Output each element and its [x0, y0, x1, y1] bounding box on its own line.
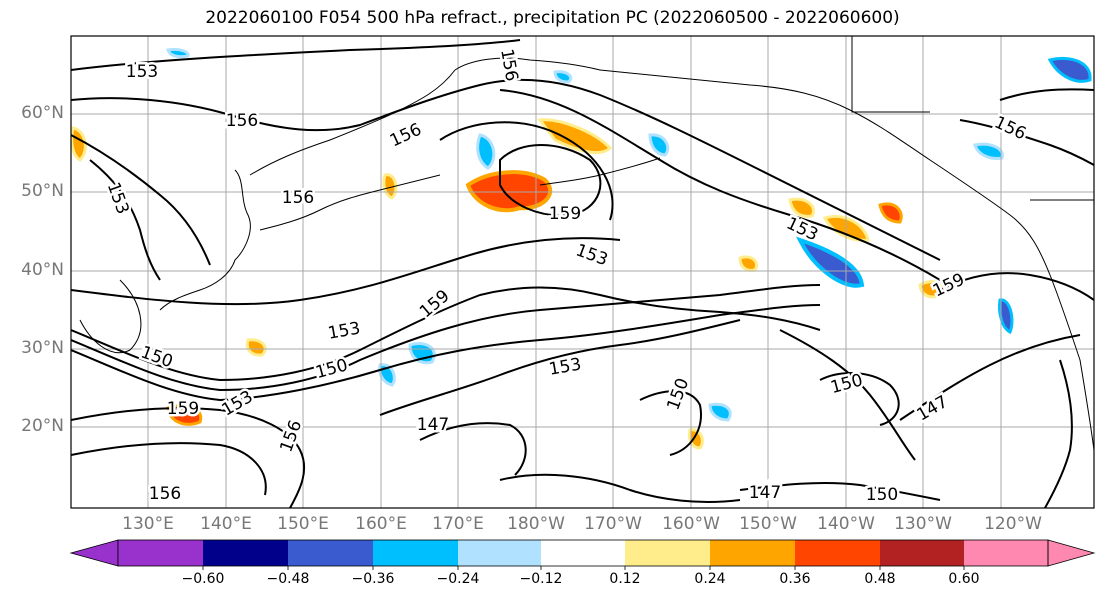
lon-label: 150°W [739, 514, 797, 534]
refractivity-contours [71, 39, 1094, 508]
contour-label: 159 [416, 286, 454, 322]
precip-blob [878, 202, 903, 224]
colorbar-tick-label: 0.60 [948, 571, 980, 587]
lon-label: 160°E [355, 514, 407, 534]
colorbar-tick-label: −0.60 [181, 571, 225, 587]
colorbar [69, 539, 1096, 570]
colorbar-segment [458, 540, 541, 566]
colorbar-segment [880, 540, 964, 566]
precip-blob [738, 255, 758, 272]
precip-blob [648, 133, 670, 157]
colorbar-segment [203, 540, 288, 566]
contour-label: 159 [167, 399, 199, 419]
precip-blob [788, 197, 815, 218]
lat-label: 60°N [21, 103, 64, 123]
map-frame [70, 35, 1095, 509]
contour-label: 156 [387, 120, 425, 152]
colorbar-extend-high [1047, 539, 1096, 567]
contour-label: 147 [749, 483, 781, 503]
contour-label: 153 [103, 180, 133, 217]
precip-blob [465, 170, 553, 213]
lon-label: 170°E [432, 514, 484, 534]
colorbar-segment [373, 540, 458, 566]
precip-blob [796, 236, 865, 288]
lon-label: 140°E [200, 514, 252, 534]
contour-label: 159 [930, 270, 968, 302]
colorbar-tick-label: −0.24 [436, 571, 480, 587]
contour-label: 153 [126, 62, 158, 82]
colorbar-segment [288, 540, 373, 566]
lon-label: 130°W [894, 514, 952, 534]
precip-blob [166, 404, 203, 426]
contour-label: 156 [276, 418, 306, 455]
lon-label: 160°W [662, 514, 720, 534]
colorbar-segment [710, 540, 795, 566]
contour-label: 156 [496, 47, 521, 82]
colorbar-tick-label: 0.48 [864, 571, 896, 587]
precip-blob [973, 142, 1004, 160]
precip-blob [553, 70, 573, 84]
colorbar-tick-label: 0.24 [694, 571, 726, 587]
precip-shading [71, 48, 1092, 450]
colorbar-segment [795, 540, 880, 566]
contour-label: 150 [663, 376, 693, 413]
lat-label: 20°N [21, 416, 64, 436]
lon-label: 150°E [277, 514, 329, 534]
precip-blob [998, 298, 1014, 335]
graticule [71, 36, 1094, 508]
contour-label: 153 [547, 354, 582, 379]
lat-label: 50°N [21, 181, 64, 201]
precip-blob [71, 126, 87, 162]
lon-label: 140°W [817, 514, 875, 534]
lat-label: 30°N [21, 338, 64, 358]
colorbar-tick-label: −0.12 [519, 571, 563, 587]
lat-label: 40°N [21, 260, 64, 280]
colorbar-extend-low [69, 539, 119, 567]
colorbar-segment [964, 540, 1048, 566]
contour-label: 156 [149, 484, 181, 504]
lon-label: 170°W [584, 514, 642, 534]
contour-label: 159 [549, 204, 581, 224]
contour-label: 150 [138, 342, 175, 372]
colorbar-segment [625, 540, 710, 566]
precip-blob [537, 118, 613, 154]
lon-label: 120°W [984, 514, 1042, 534]
colorbar-segment [541, 540, 625, 566]
colorbar-tick-label: −0.48 [266, 571, 310, 587]
colorbar-segment [118, 540, 203, 566]
chart-title: 2022060100 F054 500 hPa refract., precip… [205, 8, 900, 28]
contour-label: 147 [417, 415, 449, 435]
precip-blob [166, 48, 190, 59]
contour-label: 150 [866, 485, 898, 505]
colorbar-outline [117, 539, 1049, 567]
lon-label: 130°E [122, 514, 174, 534]
precip-blob [245, 338, 267, 357]
colorbar-tick-label: −0.36 [351, 571, 395, 587]
contour-label: 153 [573, 240, 610, 270]
precip-blob [476, 133, 496, 170]
contour-label: 147 [913, 392, 951, 426]
precip-blob [708, 402, 732, 422]
contour-label: 156 [282, 188, 314, 208]
colorbar-tick-label: 0.36 [779, 571, 811, 587]
colorbar-tick-label: 0.12 [609, 571, 641, 587]
contour-label: 150 [313, 355, 350, 383]
precip-blob [1047, 56, 1092, 83]
contour-label-layer: 153 156 156 156 153 159 153 159 153 156 … [100, 45, 1031, 508]
contour-label: 153 [326, 318, 361, 343]
lon-label: 180°W [507, 514, 565, 534]
contour-label: 156 [226, 111, 258, 131]
contour-label: 156 [991, 113, 1029, 145]
